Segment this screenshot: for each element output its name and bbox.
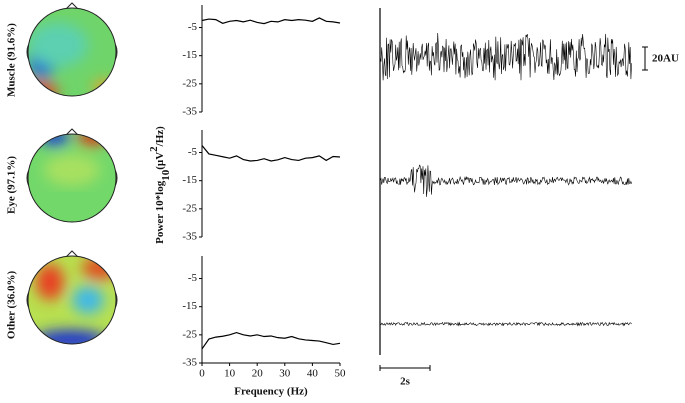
y-tick-label: -25 (182, 202, 197, 214)
y-tick-label: -15 (182, 49, 197, 61)
x-tick-label: 40 (307, 368, 319, 380)
x-tick-label: 10 (224, 368, 236, 380)
spectrum-line (201, 17, 341, 25)
topomap (26, 128, 118, 223)
time-scale-bar (379, 365, 431, 371)
spectrum-line (201, 331, 341, 350)
spectrum-line (201, 145, 341, 162)
y-tick-label: -5 (188, 146, 198, 158)
y-tick-label: -35 (182, 106, 197, 118)
y-tick-label: -5 (188, 21, 198, 33)
eeg-trace (379, 164, 632, 197)
eeg-trace (379, 32, 632, 81)
x-tick-label: 30 (279, 368, 291, 380)
y-tick-label: -35 (182, 357, 197, 369)
amplitude-scale-bar (642, 46, 648, 71)
x-tick-label: 50 (335, 368, 347, 380)
y-tick-label: -25 (182, 328, 197, 340)
component-label: Eye (97.1%) (6, 156, 18, 214)
y-tick-label: -25 (182, 77, 197, 89)
y-axis-label-part: /Hz) (154, 126, 166, 147)
y-axis-label-part: Power 10*log (154, 180, 166, 244)
time-scale-label: 2s (400, 376, 411, 388)
eeg-trace (379, 321, 632, 327)
y-tick-label: -15 (182, 300, 197, 312)
topomap (26, 250, 118, 345)
component-label: Other (36.0%) (6, 271, 18, 340)
y-tick-label: -5 (188, 272, 198, 284)
y-tick-label: -35 (182, 231, 197, 243)
y-tick-label: -15 (182, 174, 197, 186)
amplitude-scale-label: 20AU (652, 53, 679, 65)
x-tick-label: 0 (199, 368, 205, 380)
component-label: Muscle (91.6%) (6, 23, 18, 97)
y-axis-label: Power 10*log10(µV2/Hz) (148, 126, 172, 244)
topomap (26, 2, 118, 97)
y-axis-label-part: 2 (148, 146, 160, 152)
x-axis-label: Frequency (Hz) (234, 386, 308, 398)
y-axis-label-part: (µV (154, 152, 166, 170)
x-tick-label: 20 (252, 368, 264, 380)
y-axis-label-part: 10 (160, 169, 172, 181)
